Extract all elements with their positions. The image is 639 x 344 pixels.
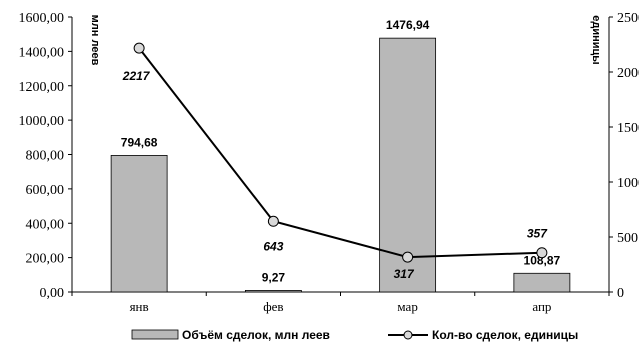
line-point (133, 42, 145, 54)
bar (513, 272, 571, 293)
left-axis-label: млн леев (89, 15, 101, 66)
x-tick-label: апр (532, 299, 551, 314)
legend-item-bars: Объём сделок, млн леев (131, 328, 330, 342)
right-tick-label: 0 (617, 286, 624, 301)
legend-label-bars: Объём сделок, млн леев (182, 328, 330, 342)
bar-value-label: 9,27 (262, 270, 286, 284)
right-tick-label: 2000 (617, 66, 639, 81)
bar-value-label: 794,68 (121, 135, 158, 149)
left-tick-label: 1400,00 (19, 45, 65, 60)
right-tick-label: 1500 (617, 121, 639, 136)
bar-value-label: 108,87 (524, 253, 561, 267)
legend-swatch-bars (131, 329, 179, 340)
line-series (133, 42, 548, 263)
right-axis-label: единицы (590, 15, 602, 64)
line-value-label: 2217 (122, 69, 151, 83)
line-point (402, 251, 414, 263)
left-tick-label: 600,00 (26, 183, 65, 198)
x-tick-label: мар (397, 299, 417, 314)
left-y-ticks: 0,00 200,00 400,00 600,00 800,00 1000,00 1200,… (19, 11, 72, 301)
left-tick-label: 1200,00 (19, 80, 65, 95)
left-tick-label: 1600,00 (19, 11, 65, 26)
x-axis-ticks: янв фев мар апр (71, 292, 610, 314)
line-value-label: 643 (263, 239, 283, 253)
line-value-label: 317 (394, 267, 415, 281)
legend-item-line: Кол-во сделок, единицы (388, 328, 578, 342)
right-y-ticks: 0 500 1000 1500 2000 2500 (609, 11, 639, 301)
bar-value-labels: 794,68 9,27 1476,94 108,87 (121, 18, 561, 284)
legend-marker-line (403, 330, 413, 340)
line-value-labels: 2217 643 317 357 (122, 69, 548, 281)
bar (379, 37, 437, 293)
legend-label-line: Кол-во сделок, единицы (432, 328, 578, 342)
left-tick-label: 400,00 (26, 217, 65, 232)
x-tick-label: фев (263, 299, 283, 314)
line-path (138, 47, 542, 259)
line-point (536, 247, 548, 259)
x-tick-label: янв (130, 299, 149, 314)
bar (244, 290, 302, 293)
right-tick-label: 1000 (617, 176, 639, 191)
left-tick-label: 200,00 (26, 252, 65, 267)
right-tick-label: 500 (617, 231, 638, 246)
bar-series (110, 37, 571, 293)
right-tick-label: 2500 (617, 11, 639, 26)
line-point (267, 215, 279, 227)
left-tick-label: 1000,00 (19, 114, 65, 129)
line-value-label: 357 (527, 227, 548, 241)
left-tick-label: 0,00 (40, 286, 65, 301)
left-tick-label: 800,00 (26, 149, 65, 164)
legend: Объём сделок, млн леев Кол-во сделок, ед… (131, 328, 578, 342)
bar-value-label: 1476,94 (386, 18, 430, 32)
bar (110, 155, 168, 293)
